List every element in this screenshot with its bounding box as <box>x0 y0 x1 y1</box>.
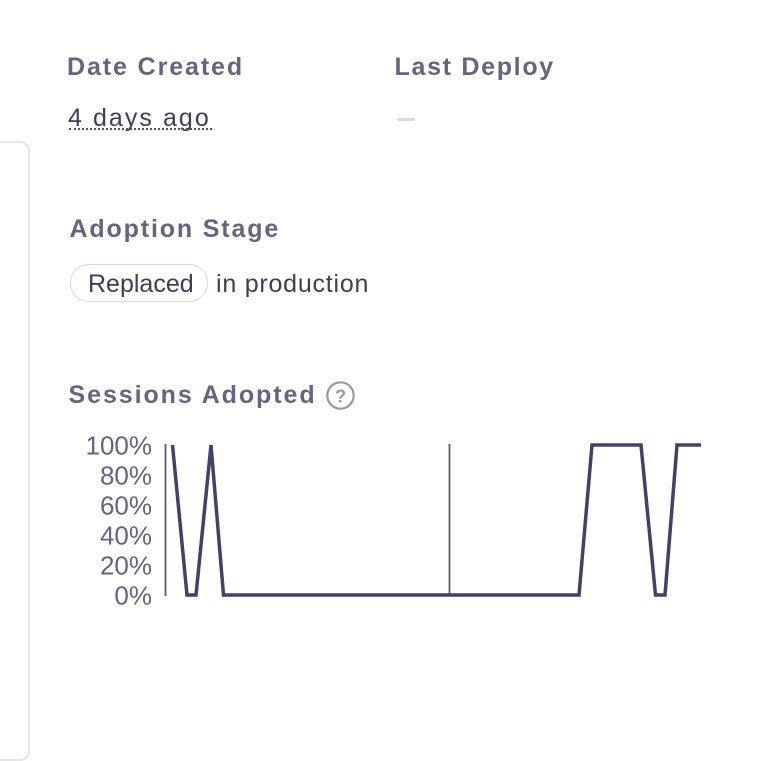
svg-text:80%: 80% <box>100 461 152 491</box>
svg-text:20%: 20% <box>100 551 152 581</box>
svg-text:?: ? <box>335 385 346 406</box>
svg-text:0%: 0% <box>114 581 152 611</box>
svg-text:100%: 100% <box>86 431 153 461</box>
svg-text:40%: 40% <box>100 521 152 551</box>
svg-text:60%: 60% <box>100 491 152 521</box>
